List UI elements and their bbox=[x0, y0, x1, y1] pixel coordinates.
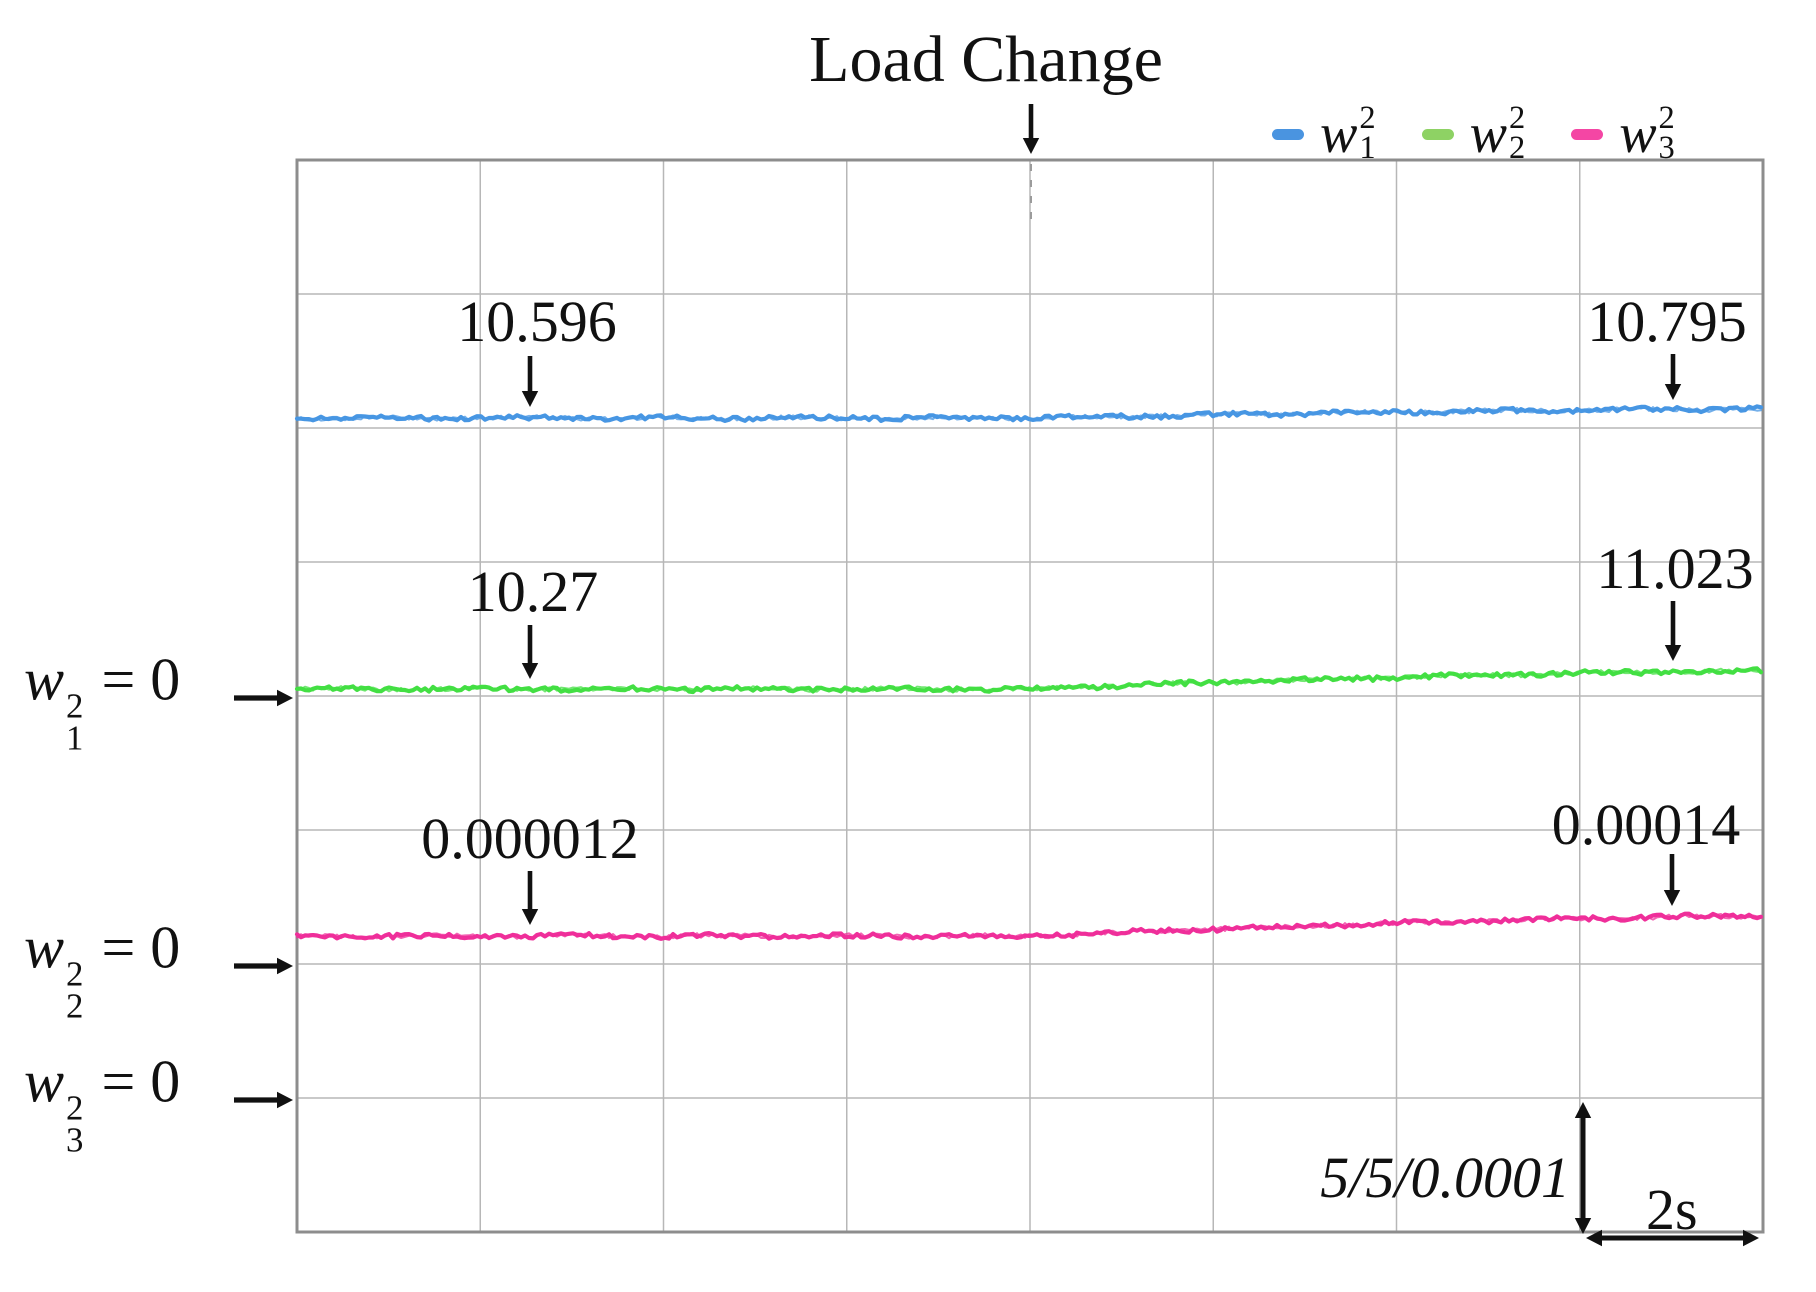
annotation-w3-start-value: 0.000012 bbox=[421, 806, 639, 871]
time-scale-label: 2s bbox=[1646, 1177, 1698, 1242]
zero-label-w2: w 2 2 = 0 bbox=[24, 914, 181, 1026]
legend-label-w3: w bbox=[1619, 103, 1657, 165]
legend-swatch-w3-icon bbox=[1571, 128, 1604, 140]
legend-label-w2: w bbox=[1469, 103, 1507, 165]
amplitude-scale-label: 5/5/0.0001 bbox=[1320, 1145, 1570, 1210]
annotation-w1-start-value: 10.596 bbox=[457, 289, 617, 354]
legend-swatch-w2-icon bbox=[1421, 128, 1454, 140]
annotation-w3-end-value: 0.00014 bbox=[1551, 792, 1741, 857]
page-title: Load Change bbox=[809, 23, 1163, 96]
annotation-w1-end-value: 10.795 bbox=[1587, 289, 1747, 354]
zero-label-w1: w 2 1 = 0 bbox=[24, 646, 181, 758]
annotation-w2-end-value: 11.023 bbox=[1596, 536, 1754, 601]
annotation-w2-start-value: 10.27 bbox=[467, 559, 599, 624]
zero-label-w3: w 2 3 = 0 bbox=[24, 1048, 181, 1160]
legend-swatch-w1-icon bbox=[1272, 128, 1304, 140]
legend-label-w1: w bbox=[1320, 103, 1358, 165]
